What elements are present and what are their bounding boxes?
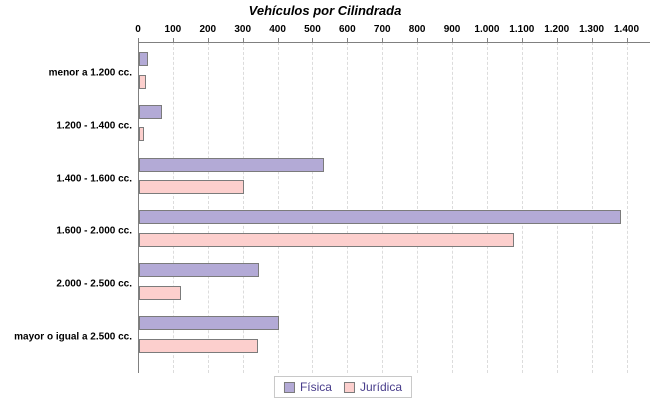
bar-juridica bbox=[139, 338, 258, 353]
legend-label: Jurídica bbox=[359, 380, 403, 394]
x-tick-label: 1.300 bbox=[579, 24, 605, 35]
x-tick-mark bbox=[417, 38, 419, 42]
category-label: 1.400 - 1.600 cc. bbox=[56, 173, 132, 185]
bar-juridica bbox=[139, 127, 145, 142]
legend-label: Física bbox=[299, 380, 332, 394]
x-tick-mark bbox=[242, 38, 244, 42]
chart-title: Vehículos por Cilindrada bbox=[248, 3, 402, 18]
gridline bbox=[417, 42, 419, 373]
category-label: 2.000 - 2.500 cc. bbox=[56, 278, 132, 290]
x-tick-label: 600 bbox=[339, 24, 356, 35]
bar-fisica bbox=[139, 316, 279, 330]
x-tick-label: 900 bbox=[443, 24, 461, 35]
x-tick-label: 1.200 bbox=[544, 24, 570, 35]
x-tick-label: 400 bbox=[269, 24, 286, 35]
x-tick-mark bbox=[347, 38, 349, 42]
x-tick-label: 300 bbox=[234, 24, 252, 35]
x-tick-mark bbox=[172, 38, 174, 42]
legend-swatch-icon bbox=[283, 381, 295, 393]
category-label: 1.600 - 2.000 cc. bbox=[56, 225, 132, 237]
x-tick-label: 500 bbox=[304, 24, 321, 35]
y-axis-line bbox=[138, 42, 139, 373]
x-tick-label: 1.000 bbox=[474, 24, 500, 35]
category-label: mayor o igual a 2.500 cc. bbox=[14, 331, 132, 343]
x-tick-label: 0 bbox=[135, 24, 141, 35]
bar-fisica bbox=[139, 210, 621, 225]
legend-item-fisica: Física bbox=[283, 380, 332, 394]
legend: Física Jurídica bbox=[273, 376, 413, 398]
x-tick-mark bbox=[556, 38, 558, 42]
category-label: menor a 1.200 cc. bbox=[48, 67, 132, 79]
x-tick-mark bbox=[382, 38, 384, 42]
gridline bbox=[521, 42, 523, 373]
x-tick-label: 100 bbox=[164, 24, 182, 35]
gridline bbox=[277, 42, 279, 373]
bar-fisica bbox=[139, 157, 324, 172]
bar-juridica bbox=[139, 232, 515, 247]
x-tick-label: 1.100 bbox=[509, 24, 535, 35]
x-axis-line bbox=[138, 42, 650, 43]
bar-juridica bbox=[139, 285, 181, 300]
gridline bbox=[626, 42, 628, 373]
x-tick-mark bbox=[277, 38, 279, 42]
x-tick-mark bbox=[626, 38, 628, 42]
bar-fisica bbox=[139, 52, 148, 66]
category-label: 1.200 - 1.400 cc. bbox=[56, 120, 132, 132]
x-tick-mark bbox=[207, 38, 209, 42]
gridline bbox=[556, 42, 558, 373]
bar-juridica bbox=[139, 74, 146, 89]
x-tick-mark bbox=[591, 38, 593, 42]
x-tick-label: 700 bbox=[373, 24, 391, 35]
x-tick-mark bbox=[138, 38, 139, 42]
x-tick-mark bbox=[486, 38, 488, 42]
gridline bbox=[452, 42, 454, 373]
bar-juridica bbox=[139, 180, 244, 195]
bar-fisica bbox=[139, 263, 260, 278]
x-tick-mark bbox=[452, 38, 454, 42]
gridline bbox=[312, 42, 314, 373]
gridline bbox=[486, 42, 488, 373]
x-tick-mark bbox=[312, 38, 314, 42]
gridline bbox=[172, 42, 174, 373]
gridline bbox=[347, 42, 349, 373]
gridline bbox=[591, 42, 593, 373]
legend-swatch-icon bbox=[343, 381, 355, 393]
x-tick-mark bbox=[521, 38, 523, 42]
legend-item-juridica: Jurídica bbox=[343, 380, 403, 394]
x-tick-label: 800 bbox=[408, 24, 426, 35]
gridline bbox=[382, 42, 384, 373]
x-tick-label: 1.400 bbox=[613, 24, 640, 35]
x-tick-label: 200 bbox=[199, 24, 217, 35]
bar-fisica bbox=[139, 104, 162, 119]
gridline bbox=[242, 42, 244, 373]
gridline bbox=[207, 42, 209, 373]
